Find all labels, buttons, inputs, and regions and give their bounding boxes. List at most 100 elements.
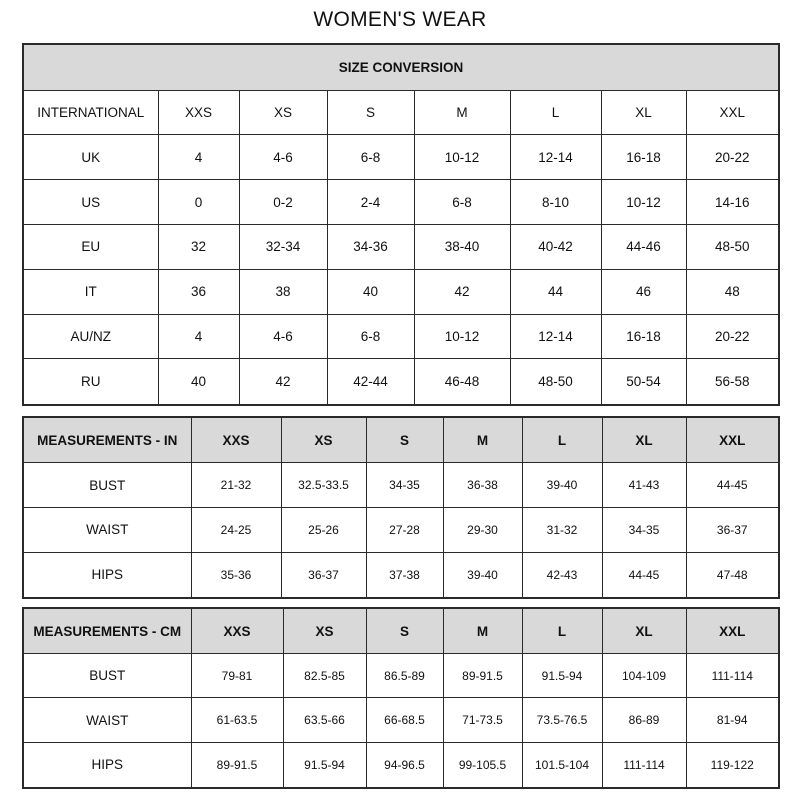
table-cell: 36 <box>157 268 240 315</box>
table-row: IT 36 38 40 42 44 46 48 <box>22 268 780 315</box>
table-cell: 111-114 <box>601 741 687 789</box>
table-cell: 42-44 <box>326 358 415 406</box>
table-row: WAIST 24-25 25-26 27-28 29-30 31-32 34-35 36-37 <box>22 506 780 553</box>
table-row: EU 32 32-34 34-36 38-40 40-42 44-46 48-50 <box>22 223 780 270</box>
table-row: BUST 79-81 82.5-85 86.5-89 89-91.5 91.5-94 104… <box>22 653 780 699</box>
table-row: HIPS 35-36 36-37 37-38 39-40 42-43 44-45 47-48 <box>22 551 780 599</box>
row-label: HIPS <box>22 551 192 599</box>
size-conversion-table: SIZE CONVERSION INTERNATIONAL XXS XS S M L XL XX… <box>22 43 781 406</box>
row-label: WAIST <box>22 506 192 553</box>
table-cell: 34-35 <box>601 506 687 553</box>
table-cell: 37-38 <box>365 551 444 599</box>
table-cell: 36-37 <box>685 506 780 553</box>
column-header: S <box>365 607 444 655</box>
column-header: L <box>521 416 603 464</box>
measurements-cm-table: MEASUREMENTS - CM XXS XS S M L XL XXL BUST 79-81 8… <box>22 607 780 789</box>
table-cell: 91.5-94 <box>282 741 367 789</box>
column-header: XL <box>601 416 687 464</box>
header-row: MEASUREMENTS - IN XXS XS S M L XL XXL <box>22 416 780 464</box>
row-label: EU <box>22 223 159 270</box>
table-cell: 39-40 <box>521 462 603 508</box>
table-row: BUST 21-32 32.5-33.5 34-35 36-38 39-40 41-43 44… <box>22 462 780 508</box>
table-cell: 10-12 <box>413 313 511 360</box>
table-cell: 47-48 <box>685 551 780 599</box>
column-header: XS <box>282 607 367 655</box>
table-cell: 50-54 <box>600 358 687 406</box>
column-header: XXL <box>685 89 780 136</box>
table-cell: 34-36 <box>326 223 415 270</box>
table-cell: 38 <box>238 268 328 315</box>
table-cell: 86.5-89 <box>365 653 444 699</box>
table-cell: 104-109 <box>601 653 687 699</box>
row-label: RU <box>22 358 159 406</box>
column-header: L <box>521 607 603 655</box>
table-cell: 42-43 <box>521 551 603 599</box>
table-cell: 111-114 <box>685 653 780 699</box>
table-cell: 40 <box>326 268 415 315</box>
table-cell: 21-32 <box>190 462 282 508</box>
column-header: XXS <box>190 607 284 655</box>
column-header: M <box>442 416 523 464</box>
table-cell: 20-22 <box>685 134 780 181</box>
table-row: UK 4 4-6 6-8 10-12 12-14 16-18 20-22 <box>22 134 780 181</box>
table-cell: 39-40 <box>442 551 523 599</box>
table-caption: SIZE CONVERSION <box>22 43 780 91</box>
column-header: XXL <box>685 416 780 464</box>
column-header: M <box>413 89 511 136</box>
table-cell: 94-96.5 <box>365 741 444 789</box>
caption-row: SIZE CONVERSION <box>22 43 780 91</box>
table-cell: 6-8 <box>413 179 511 225</box>
table-cell: 8-10 <box>509 179 602 225</box>
table-row: US 0 0-2 2-4 6-8 8-10 10-12 14-16 <box>22 179 780 225</box>
table-cell: 86-89 <box>601 697 687 743</box>
table-cell: 89-91.5 <box>442 653 523 699</box>
table-cell: 71-73.5 <box>442 697 523 743</box>
table-cell: 0 <box>157 179 240 225</box>
table-cell: 4-6 <box>238 134 328 181</box>
column-header: MEASUREMENTS - CM <box>22 607 192 655</box>
column-header: INTERNATIONAL <box>22 89 159 136</box>
table-row: WAIST 61-63.5 63.5-66 66-68.5 71-73.5 73.5-76… <box>22 697 780 743</box>
table-cell: 31-32 <box>521 506 603 553</box>
table-cell: 12-14 <box>509 313 602 360</box>
table-cell: 40 <box>157 358 240 406</box>
column-header: XS <box>280 416 367 464</box>
table-cell: 44-46 <box>600 223 687 270</box>
table-cell: 32-34 <box>238 223 328 270</box>
page-title: WOMEN'S WEAR <box>313 8 487 31</box>
table-cell: 91.5-94 <box>521 653 603 699</box>
table-cell: 4 <box>157 134 240 181</box>
table-cell: 4-6 <box>238 313 328 360</box>
table-cell: 29-30 <box>442 506 523 553</box>
column-header: MEASUREMENTS - IN <box>22 416 192 464</box>
table-cell: 32 <box>157 223 240 270</box>
column-header: XL <box>600 89 687 136</box>
table-cell: 46 <box>600 268 687 315</box>
table-cell: 20-22 <box>685 313 780 360</box>
table-cell: 119-122 <box>685 741 780 789</box>
table-cell: 61-63.5 <box>190 697 284 743</box>
table-cell: 10-12 <box>600 179 687 225</box>
table-cell: 0-2 <box>238 179 328 225</box>
table-cell: 48-50 <box>509 358 602 406</box>
table-cell: 46-48 <box>413 358 511 406</box>
table-cell: 12-14 <box>509 134 602 181</box>
table-cell: 82.5-85 <box>282 653 367 699</box>
table-cell: 56-58 <box>685 358 780 406</box>
table-cell: 36-38 <box>442 462 523 508</box>
table-cell: 4 <box>157 313 240 360</box>
table-cell: 32.5-33.5 <box>280 462 367 508</box>
table-cell: 34-35 <box>365 462 444 508</box>
column-header: XS <box>238 89 328 136</box>
row-label: AU/NZ <box>22 313 159 360</box>
table-cell: 63.5-66 <box>282 697 367 743</box>
table-cell: 79-81 <box>190 653 284 699</box>
table-row: AU/NZ 4 4-6 6-8 10-12 12-14 16-18 20-22 <box>22 313 780 360</box>
column-header: S <box>365 416 444 464</box>
table-cell: 40-42 <box>509 223 602 270</box>
row-label: BUST <box>22 653 192 699</box>
row-label: WAIST <box>22 697 192 743</box>
column-header: S <box>326 89 415 136</box>
table-cell: 6-8 <box>326 313 415 360</box>
table-cell: 2-4 <box>326 179 415 225</box>
